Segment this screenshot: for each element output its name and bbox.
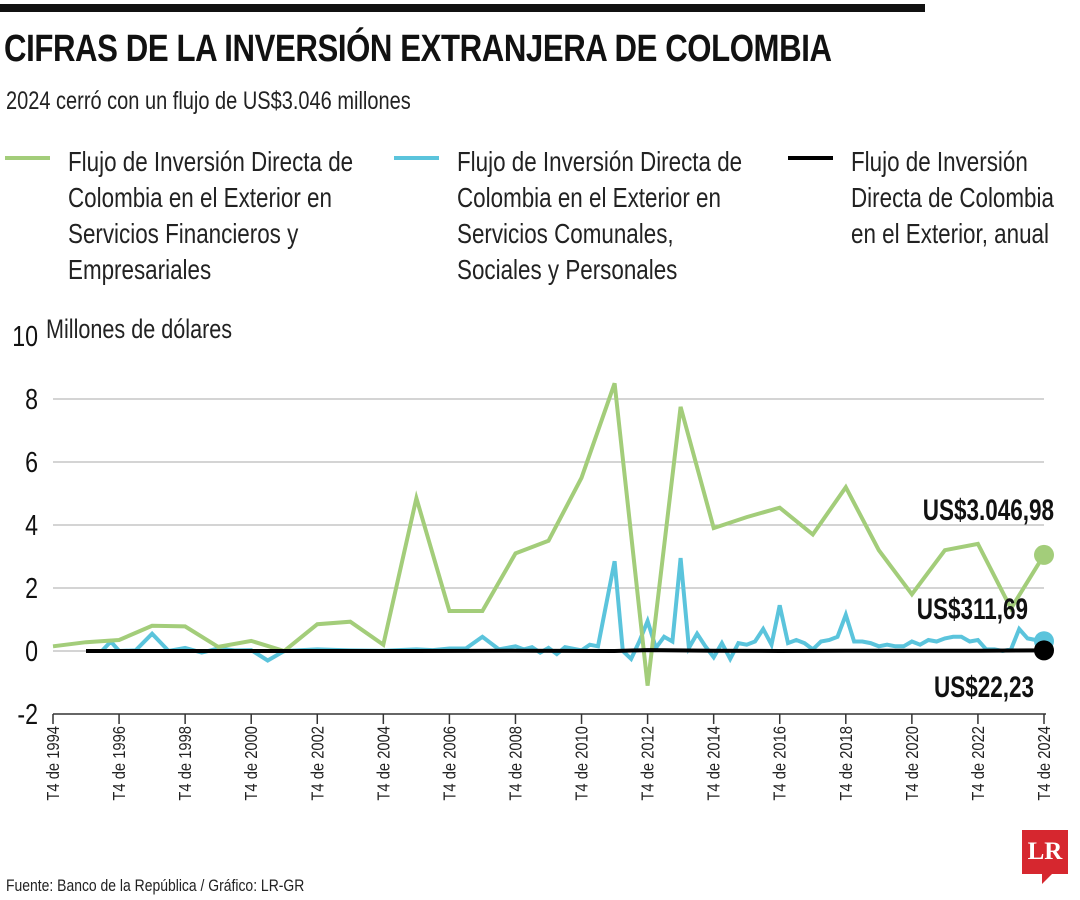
legend-swatch bbox=[5, 156, 50, 160]
legend-label: Flujo de Inversión Directa de Colombia en … bbox=[851, 146, 1054, 249]
x-tick-label: T4 de 1994 bbox=[44, 726, 64, 801]
x-tick-label: T4 de 2000 bbox=[242, 726, 262, 801]
series-end-label: US$3.046,98 bbox=[923, 493, 1054, 527]
x-tick-label: T4 de 1998 bbox=[176, 726, 196, 801]
x-tick-label: T4 de 2012 bbox=[638, 726, 658, 801]
series-line bbox=[101, 557, 1045, 664]
x-tick-label: T4 de 2016 bbox=[770, 726, 790, 801]
page-title: CIFRAS DE LA INVERSIÓN EXTRANJERA DE COL… bbox=[4, 28, 832, 70]
x-tick-label: T4 de 2004 bbox=[374, 726, 394, 801]
series-line bbox=[52, 382, 1046, 686]
x-tick-label: T4 de 1996 bbox=[110, 726, 130, 801]
series-end-label: US$311,69 bbox=[917, 592, 1028, 626]
legend-label: Flujo de Inversión Directa de Colombia en… bbox=[68, 146, 354, 285]
series-end-marker bbox=[1034, 544, 1054, 565]
lr-logo: LR bbox=[1022, 830, 1068, 884]
y-tick-label: 0 bbox=[25, 634, 38, 667]
y-tick-label: -2 bbox=[17, 697, 38, 730]
legend-label: Flujo de Inversión Directa de Colombia en… bbox=[457, 146, 743, 285]
y-tick-label: 6 bbox=[25, 445, 38, 478]
series-line bbox=[86, 648, 1045, 654]
y-tick-label: 10 bbox=[12, 319, 38, 352]
x-tick-label: T4 de 2024 bbox=[1035, 726, 1055, 801]
x-tick-label: T4 de 2022 bbox=[969, 726, 989, 801]
top-rule bbox=[0, 4, 925, 12]
y-tick-label: 4 bbox=[25, 508, 38, 541]
legend-swatch bbox=[788, 156, 833, 160]
x-tick-label: T4 de 2010 bbox=[572, 726, 592, 801]
source-note: Fuente: Banco de la República / Gráfico:… bbox=[6, 876, 305, 895]
x-tick-label: T4 de 2014 bbox=[704, 726, 724, 801]
series-end-label: US$22,23 bbox=[934, 670, 1034, 704]
x-tick-label: T4 de 2006 bbox=[440, 726, 460, 801]
x-tick-label: T4 de 2020 bbox=[903, 726, 923, 801]
page-subtitle: 2024 cerró con un flujo de US$3.046 mill… bbox=[6, 87, 411, 115]
legend-swatch bbox=[394, 156, 439, 160]
y-tick-label: 8 bbox=[25, 382, 38, 415]
y-tick-label: 2 bbox=[25, 571, 38, 604]
x-tick-label: T4 de 2018 bbox=[836, 726, 856, 801]
x-tick-label: T4 de 2008 bbox=[506, 726, 526, 801]
series-end-marker bbox=[1034, 640, 1054, 661]
y-axis-label: Millones de dólares bbox=[46, 314, 233, 344]
x-tick-label: T4 de 2002 bbox=[308, 726, 328, 801]
